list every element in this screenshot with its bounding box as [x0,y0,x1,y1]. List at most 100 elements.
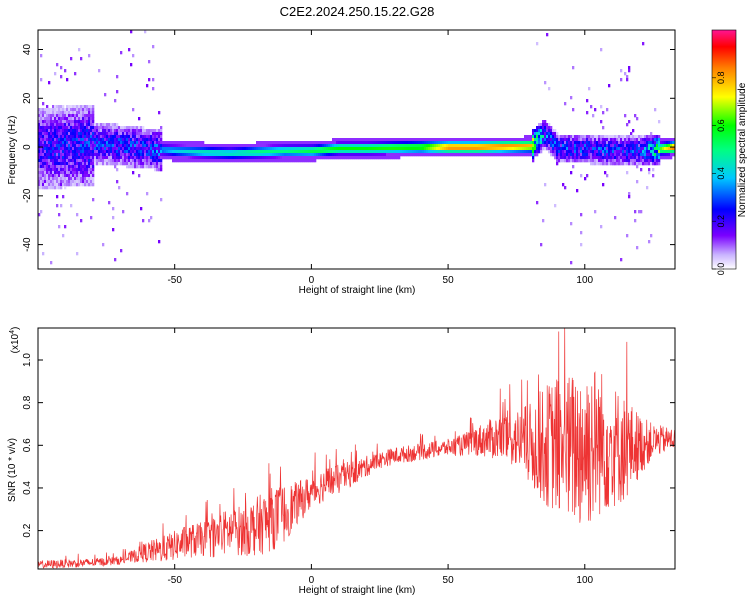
spectrogram-cell [90,180,93,184]
spectrogram-cell [568,141,571,145]
spectrogram-cell [540,141,543,145]
spectrogram-cell [304,147,307,151]
spectrogram-cell [554,204,557,208]
spectrogram-cell [338,141,341,145]
spectrogram-cell [564,141,567,145]
spectrogram-cell [176,150,179,154]
spectrogram-cell [90,144,93,148]
spectrogram-cell [68,120,71,124]
spectrogram-cell [540,138,543,142]
spectrogram-cell [74,183,77,187]
spectrogram-cell [134,135,137,139]
spectrogram-cell [648,162,651,166]
spectrogram-cell [42,186,45,190]
spectrogram-cell [320,147,323,151]
spectrogram-cell [120,162,123,166]
spectrogram-cell [606,108,609,112]
spectrogram-cell [86,177,89,181]
spectrogram-cell [62,105,65,109]
spectrogram-cell [670,144,673,148]
spectrogram-cell [140,138,143,142]
spectrogram-cell [144,150,147,154]
spectrogram-cell [96,138,99,142]
spectrogram-cell [404,144,407,148]
spectrogram-cell [442,147,445,151]
spectrogram-cell [116,123,119,127]
spectrogram-cell [644,144,647,148]
spectrogram-cell [508,138,511,142]
spectrogram-cell [316,150,319,154]
spectrogram-cell [642,138,645,142]
spectrogram-cell [552,153,555,157]
spectrogram-cell [228,147,231,151]
spectrogram-cell [64,177,67,181]
spectrogram-cell [652,162,655,166]
spectrogram-cell [272,141,275,145]
spectrogram-cell [238,144,241,148]
spectrogram-cell [546,33,549,37]
spectrogram-cell [38,144,41,148]
spectrogram-cell [138,153,141,157]
spectrogram-cell [466,138,469,142]
spectrogram-cell [218,156,221,160]
spectrogram-cell [108,126,111,130]
spectrogram-cell [72,153,75,157]
spectrogram-cell [66,174,69,178]
spectrogram-cell [590,138,593,142]
spectrogram-cell [270,141,273,145]
spectrogram-cell [360,153,363,157]
spectrogram-cell [632,141,635,145]
spectrogram-cell [126,126,129,130]
spectrogram-cell [316,141,319,145]
spectrogram-cell [452,150,455,154]
spectrogram-cell [84,162,87,166]
spectrogram-cell [116,159,119,163]
spectrogram-cell [222,156,225,160]
spectrogram-cell [74,177,77,181]
spectrogram-cell [144,129,147,133]
spectrogram-cell [628,156,631,160]
spectrogram-cell [660,147,663,151]
spectrogram-cell [262,144,265,148]
spectrogram-cell [40,159,43,163]
spectrogram-cell [116,168,119,172]
spectrogram-cell [214,156,217,160]
spectrogram-cell [580,138,583,142]
spectrogram-cell [92,120,95,124]
spectrogram-cell [336,147,339,151]
spectrogram-cell [666,156,669,160]
spectrogram-cell [572,150,575,154]
snr-x-label: Height of straight line (km) [299,585,416,596]
spectrogram-cell [56,144,59,148]
spectrogram-cell [364,147,367,151]
spectrogram-cell [68,183,71,187]
spectrogram-cell [94,132,97,136]
spectrogram-cell [64,126,67,130]
spectrogram-cell [554,153,557,157]
spectrogram-cell [414,141,417,145]
spectrogram-cell [104,138,107,142]
spectrogram-cell [136,156,139,160]
spectrogram-cell [388,153,391,157]
spectrogram-cell [388,141,391,145]
spectrogram-cell [136,144,139,148]
spectrogram-cell [106,144,109,148]
spectrogram-cell [664,144,667,148]
snr-panel: -50 0 50 100 0.20.40.60.81.0 (x104) Height … [7,327,676,596]
spectrogram-cell [142,150,145,154]
spectrogram-cell [572,147,575,151]
spectrogram-cell [130,156,133,160]
spectrogram-cell [242,156,245,160]
spectrogram-cell [98,135,101,139]
spectrogram-cell [526,144,529,148]
spectrogram-cell [194,150,197,154]
spectrogram-cell [550,138,553,142]
spectrogram-cell [448,138,451,142]
spectrogram-cell [532,147,535,151]
spectrogram-cell [658,153,661,157]
spectrogram-cell [274,144,277,148]
spectrogram-cell [528,135,531,139]
spectrogram-cell [628,138,631,142]
spectrogram-cell [596,156,599,160]
